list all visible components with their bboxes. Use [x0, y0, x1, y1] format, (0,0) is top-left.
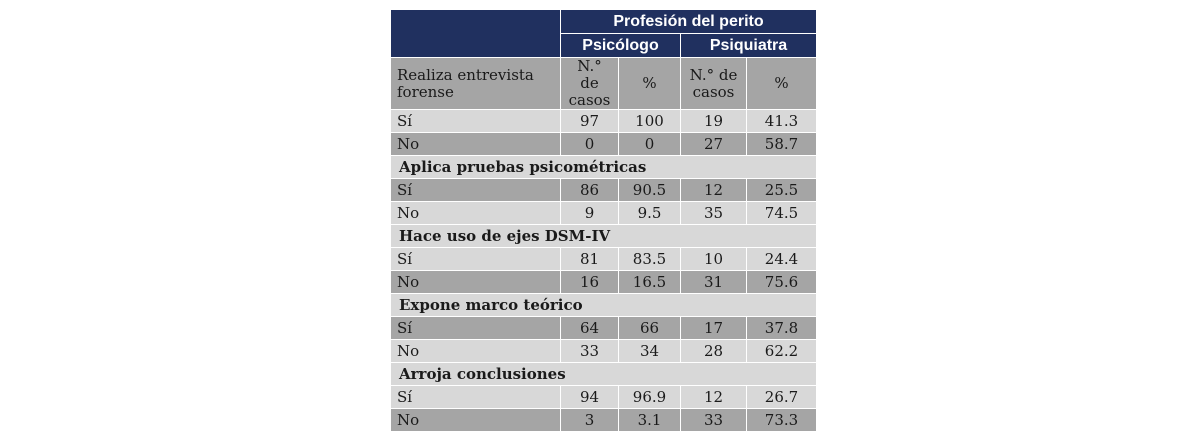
cell-percent-psiquiatra: 37.8: [746, 316, 817, 340]
row-label: No: [390, 201, 561, 225]
table-row: No 33 34 28 62.2: [390, 339, 817, 363]
cell-cases-psicologo: 0: [560, 132, 619, 156]
row-label: No: [390, 339, 561, 363]
cell-percent-psiquiatra: 73.3: [746, 408, 817, 432]
section-row: Aplica pruebas psicométricas: [390, 155, 817, 179]
cell-cases-psiquiatra: 17: [680, 316, 747, 340]
cell-percent-psicologo: 96.9: [618, 385, 681, 409]
row-label: No: [390, 132, 561, 156]
table-row: Sí 86 90.5 12 25.5: [390, 178, 817, 202]
cell-cases-psicologo: 81: [560, 247, 619, 271]
cell-cases-psiquiatra: 28: [680, 339, 747, 363]
header-row-1: Profesión del perito: [390, 9, 817, 58]
row-label: Sí: [390, 109, 561, 133]
table-row: Sí 97 100 19 41.3: [390, 109, 817, 133]
cell-percent-psiquiatra: 74.5: [746, 201, 817, 225]
cell-cases-psicologo: 86: [560, 178, 619, 202]
cell-cases-psiquiatra: 33: [680, 408, 747, 432]
cell-cases-psiquiatra: 19: [680, 109, 747, 133]
cell-percent-psicologo: 100: [618, 109, 681, 133]
table-row: No 16 16.5 31 75.6: [390, 270, 817, 294]
cell-cases-psiquiatra: 12: [680, 178, 747, 202]
header-row-2: Psicólogo Psiquiatra: [391, 33, 817, 58]
table-row: No 3 3.1 33 73.3: [390, 408, 817, 432]
cell-percent-psicologo: 83.5: [618, 247, 681, 271]
col-group-psicologo: Psicólogo: [560, 33, 681, 58]
cell-percent-psicologo: 34: [618, 339, 681, 363]
table-row: Sí 64 66 17 37.8: [390, 316, 817, 340]
group-title: Profesión del perito: [560, 9, 817, 34]
cell-percent-psicologo: 90.5: [618, 178, 681, 202]
cell-percent-psicologo: 3.1: [618, 408, 681, 432]
cell-percent-psicologo: 0: [618, 132, 681, 156]
cell-percent-psicologo: 9.5: [618, 201, 681, 225]
row-label: Sí: [390, 385, 561, 409]
section-heading: Arroja conclusiones: [390, 362, 817, 386]
cell-cases-psicologo: 3: [560, 408, 619, 432]
section-row: Arroja conclusiones: [390, 362, 817, 386]
table-row: Sí 81 83.5 10 24.4: [390, 247, 817, 271]
cell-percent-psiquiatra: 58.7: [746, 132, 817, 156]
cell-cases-psiquiatra: 35: [680, 201, 747, 225]
subheader-percent-1: %: [618, 57, 681, 110]
section-row: Expone marco teórico: [390, 293, 817, 317]
row-label: Sí: [390, 247, 561, 271]
subheader-first-label: Realiza entrevista forense: [390, 57, 561, 110]
table-row: No 9 9.5 35 74.5: [390, 201, 817, 225]
cell-percent-psicologo: 66: [618, 316, 681, 340]
cell-percent-psiquiatra: 62.2: [746, 339, 817, 363]
section-heading: Hace uso de ejes DSM-IV: [390, 224, 817, 248]
cell-cases-psiquiatra: 31: [680, 270, 747, 294]
row-label: No: [390, 408, 561, 432]
cell-cases-psicologo: 9: [560, 201, 619, 225]
cell-cases-psicologo: 64: [560, 316, 619, 340]
cell-percent-psiquiatra: 25.5: [746, 178, 817, 202]
section-heading: Expone marco teórico: [390, 293, 817, 317]
cell-percent-psicologo: 16.5: [618, 270, 681, 294]
subheader-row: Realiza entrevista forense N.° de casos …: [390, 57, 817, 110]
row-label: Sí: [390, 178, 561, 202]
subheader-cases-2: N.° de casos: [680, 57, 747, 110]
section-row: Hace uso de ejes DSM-IV: [390, 224, 817, 248]
cell-cases-psiquiatra: 27: [680, 132, 747, 156]
subheader-percent-2: %: [746, 57, 817, 110]
cell-percent-psiquiatra: 75.6: [746, 270, 817, 294]
table-row: Sí 94 96.9 12 26.7: [390, 385, 817, 409]
subheader-cases-1: N.° de casos: [560, 57, 619, 110]
cell-percent-psiquiatra: 24.4: [746, 247, 817, 271]
results-table: Profesión del perito Psicólogo Psiquiatr…: [390, 9, 817, 432]
header-corner: [390, 9, 561, 58]
cell-cases-psicologo: 16: [560, 270, 619, 294]
section-heading: Aplica pruebas psicométricas: [390, 155, 817, 179]
cell-percent-psiquiatra: 41.3: [746, 109, 817, 133]
cell-percent-psiquiatra: 26.7: [746, 385, 817, 409]
cell-cases-psiquiatra: 10: [680, 247, 747, 271]
cell-cases-psicologo: 97: [560, 109, 619, 133]
cell-cases-psicologo: 33: [560, 339, 619, 363]
table-row: No 0 0 27 58.7: [390, 132, 817, 156]
cell-cases-psiquiatra: 12: [680, 385, 747, 409]
row-label: No: [390, 270, 561, 294]
row-label: Sí: [390, 316, 561, 340]
col-group-psiquiatra: Psiquiatra: [680, 33, 817, 58]
cell-cases-psicologo: 94: [560, 385, 619, 409]
